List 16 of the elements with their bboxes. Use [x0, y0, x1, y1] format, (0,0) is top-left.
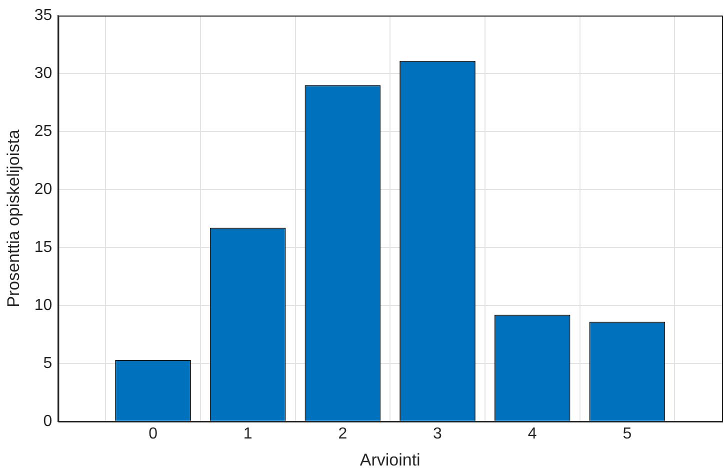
y-tick-label: 15: [34, 238, 52, 256]
y-tick-label: 30: [34, 64, 52, 82]
x-tick-label: 0: [148, 425, 158, 442]
x-tick-label: 4: [528, 425, 537, 442]
x-tick-label: 2: [338, 425, 348, 442]
x-tick-label: 5: [622, 425, 632, 442]
y-tick-label: 25: [34, 122, 52, 140]
x-tick-label: 1: [243, 425, 252, 442]
y-tick-label: 5: [43, 354, 52, 372]
y-axis-title: Prosenttia opiskelijoista: [4, 129, 23, 308]
y-tick-label: 10: [34, 296, 52, 314]
x-tick-label: 3: [433, 425, 442, 442]
x-axis-title: Arviointi: [360, 450, 420, 470]
y-tick-label: 0: [43, 412, 52, 430]
y-tick-label: 20: [34, 180, 52, 198]
y-tick-label: 35: [34, 7, 52, 24]
